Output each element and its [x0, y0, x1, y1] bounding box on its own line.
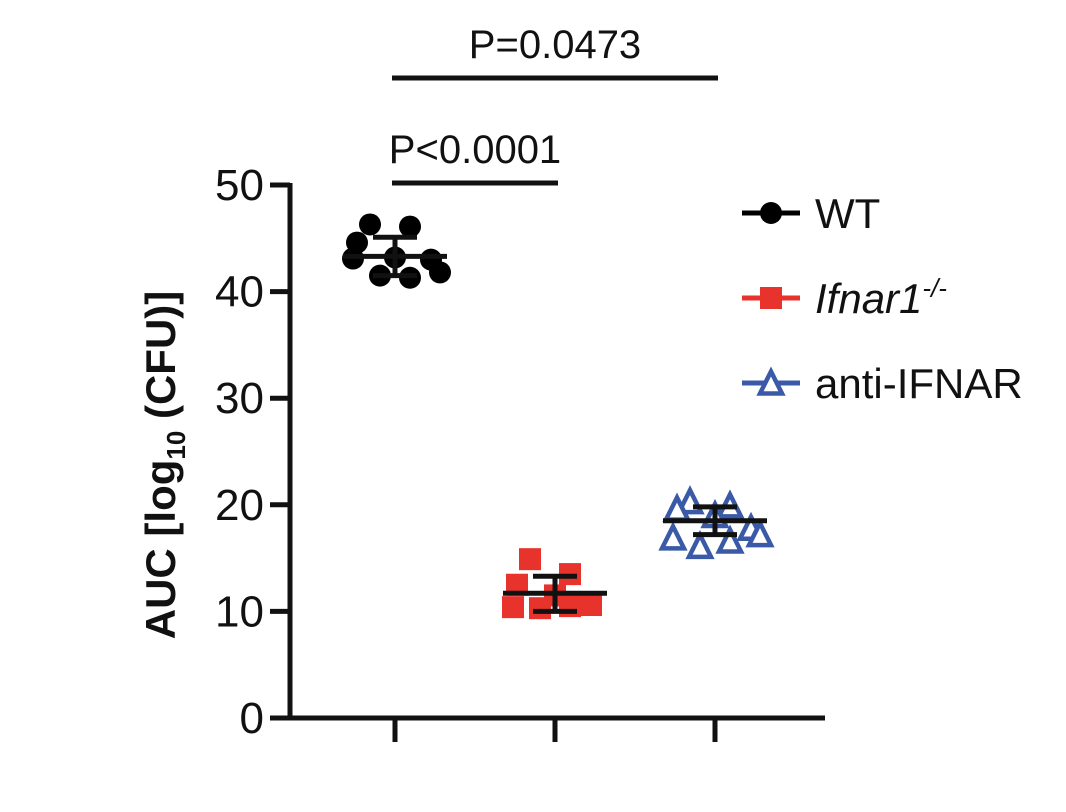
data-point [399, 215, 421, 238]
y-tick-label-10: 10 [215, 587, 264, 636]
significance-brackets: P=0.0473 P<0.0001 [389, 23, 718, 186]
y-axis-label: AUC [log10 (CFU)] [137, 291, 191, 640]
legend-item-1: WT [742, 190, 880, 237]
legend-item-2: Ifnar1-/- [742, 273, 947, 322]
data-point [506, 573, 528, 596]
legend-label-name: WT [815, 190, 880, 237]
legend-label: Ifnar1-/- [815, 273, 947, 322]
axes [287, 183, 825, 742]
data-point [502, 596, 524, 619]
series-3-errorbar [663, 504, 767, 538]
error-bars [343, 234, 767, 614]
legend-marker [760, 287, 782, 309]
p-value-label-2: P<0.0001 [389, 128, 561, 172]
data-point [715, 524, 745, 554]
legend-label-name: anti-IFNAR [815, 360, 1023, 407]
series-2-errorbar [503, 573, 607, 614]
legend-label: anti-IFNAR [815, 360, 1023, 407]
y-ticks: 0 10 20 30 40 50 [215, 161, 290, 743]
y-axis-label-text: AUC [log10 (CFU)] [137, 291, 191, 640]
legend-marker [760, 202, 782, 224]
legend-label-name: Ifnar1 [815, 275, 922, 322]
data-point [359, 213, 381, 236]
data-point [685, 529, 715, 560]
series-2-points [502, 548, 602, 620]
y-tick-label-40: 40 [215, 268, 264, 317]
y-tick-label-50: 50 [215, 161, 264, 210]
legend-label-superscript: -/- [922, 273, 947, 303]
y-axis-label-subscript: 10 [161, 431, 191, 460]
data-point [529, 597, 551, 620]
legend-item-3: anti-IFNAR [742, 360, 1023, 407]
legend: WT Ifnar1-/- anti-IFNAR [742, 190, 1023, 407]
y-axis-label-prefix: AUC [log [137, 460, 184, 640]
y-tick-label-0: 0 [240, 694, 264, 743]
legend-label: WT [815, 190, 880, 237]
y-tick-label-20: 20 [215, 481, 264, 530]
data-point [429, 261, 451, 284]
data-point [745, 518, 775, 548]
data-point [519, 548, 541, 571]
data-point [580, 594, 602, 617]
y-tick-label-30: 30 [215, 374, 264, 423]
data-point [658, 521, 688, 551]
p-value-label-1: P=0.0473 [469, 23, 641, 67]
y-axis-label-suffix: (CFU)] [137, 291, 184, 431]
series-1-errorbar [343, 234, 447, 279]
legend-marker [756, 366, 786, 396]
